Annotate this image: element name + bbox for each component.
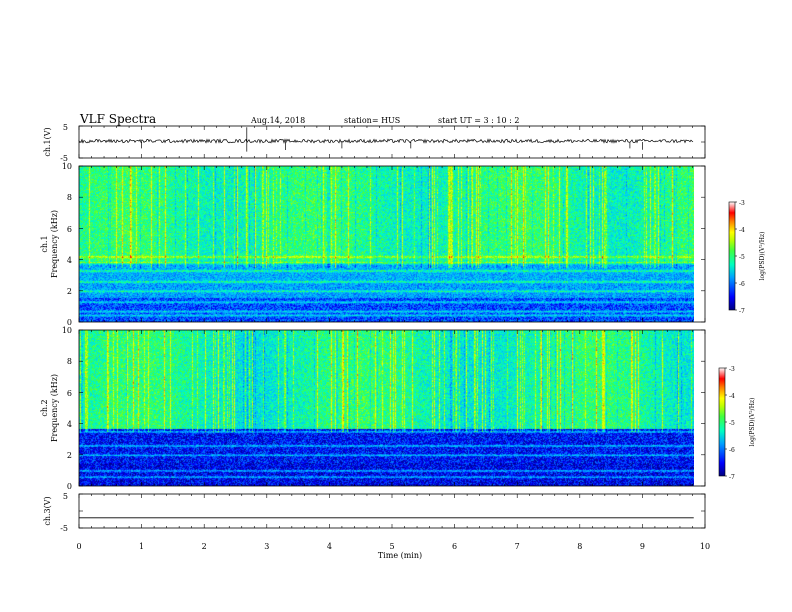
xtick-3: 3	[264, 542, 269, 551]
ch1-cbar-tick-m3: -3	[739, 200, 745, 207]
ch1-waveform-ticks	[78, 125, 706, 159]
xtick-4: 4	[327, 542, 332, 551]
ch2-freq-tick-8: 8	[67, 357, 72, 366]
ch1-spectrogram-ylabel-line2: Frequency (kHz)	[50, 210, 59, 278]
xtick-7: 7	[515, 542, 520, 551]
ch1-cbar-tick-m7: -7	[739, 308, 745, 315]
time-axis-tick-labels: 0 1 2 3 4 5 6 7 8 9 10	[76, 542, 710, 551]
ch1-cbar-tick-m5: -5	[739, 254, 745, 261]
ch1-spectrogram-panel: 0 2 4 6 8 10 ch.1 Frequency (kHz)	[40, 162, 706, 327]
ch1-freq-tick-8: 8	[67, 193, 72, 202]
ch1-cbar-tick-m4: -4	[739, 227, 745, 234]
ch1-ytick-bottom: -5	[60, 154, 68, 163]
ch2-colorbar: -3 -4 -5 -6 -7 log(PSD)(V²/Hz)	[718, 366, 756, 481]
ch2-colorbar-gradient	[718, 367, 726, 477]
ch3-ylabel: ch.3(V)	[43, 496, 52, 525]
ch1-waveform-panel: 5 -5 ch.1(V)	[43, 123, 706, 163]
ch2-spectrogram-ylabel-line1: ch.2	[40, 399, 49, 416]
ch1-freq-tick-10: 10	[62, 162, 72, 171]
ch2-cbar-tick-m5: -5	[729, 420, 735, 427]
ch3-waveform-frame	[78, 493, 706, 529]
ch1-waveform-frame	[78, 125, 706, 159]
ch2-spectrogram-panel: 0 2 4 6 8 10 ch.2 Frequency (kHz)	[40, 326, 706, 491]
xtick-9: 9	[640, 542, 645, 551]
ch1-spectrogram-ylabel-line1: ch.1	[40, 235, 49, 252]
ch2-spectrogram-ylabel-line2: Frequency (kHz)	[50, 374, 59, 442]
ch1-colorbar-gradient	[728, 201, 736, 311]
xtick-10: 10	[700, 542, 710, 551]
spec2-pixels	[79, 330, 694, 486]
ch2-freq-tick-4: 4	[67, 420, 72, 429]
xtick-0: 0	[76, 542, 81, 551]
ch2-spectrogram-ticks	[78, 329, 706, 487]
ch3-waveform-panel: 5 -5 ch.3(V)	[43, 492, 706, 533]
ch2-freq-tick-10: 10	[62, 326, 72, 335]
ch2-cbar-tick-m7: -7	[729, 474, 735, 481]
ch1-freq-tick-0: 0	[67, 318, 72, 327]
ch1-ylabel: ch.1(V)	[43, 127, 52, 156]
ch2-cbar-tick-m4: -4	[729, 393, 735, 400]
xtick-1: 1	[139, 542, 144, 551]
xtick-5: 5	[389, 542, 394, 551]
ch2-colorbar-label: log(PSD)(V²/Hz)	[749, 398, 756, 447]
ch2-spectrogram-image	[79, 330, 694, 486]
xtick-6: 6	[452, 542, 457, 551]
date-label: Aug.14, 2018	[250, 116, 305, 125]
ch1-spectrogram-image	[79, 166, 694, 322]
ch3-ytick-bottom: -5	[60, 524, 68, 533]
ch1-freq-tick-2: 2	[67, 287, 72, 296]
ch1-spectrogram-ticks	[78, 165, 706, 323]
xtick-2: 2	[202, 542, 207, 551]
chart-title: VLF Spectra	[79, 112, 156, 126]
xtick-8: 8	[577, 542, 582, 551]
ch2-freq-tick-6: 6	[67, 389, 72, 398]
ch3-waveform-ticks	[78, 493, 706, 529]
ch1-colorbar: -3 -4 -5 -6 -7 log(PSD)(V²/Hz)	[728, 200, 766, 315]
start-time-label: start UT = 3 : 10 : 2	[438, 116, 519, 125]
ch1-freq-tick-4: 4	[67, 256, 72, 265]
ch1-waveform-line	[78, 127, 694, 152]
ch1-colorbar-label: log(PSD)(V²/Hz)	[759, 232, 766, 281]
ch2-freq-tick-2: 2	[67, 451, 72, 460]
ch3-ytick-top: 5	[63, 492, 68, 501]
ch1-cbar-tick-m6: -6	[739, 281, 745, 288]
ch2-freq-tick-0: 0	[67, 482, 72, 491]
ch1-freq-tick-6: 6	[67, 225, 72, 234]
ch2-colorbar-ticks	[725, 367, 727, 477]
spec1-pixels	[79, 166, 694, 322]
ch1-colorbar-ticks	[735, 201, 737, 311]
station-label: station= HUS	[344, 116, 400, 125]
x-axis-label: Time (min)	[378, 551, 422, 560]
ch2-cbar-tick-m3: -3	[729, 366, 735, 373]
ch1-ytick-top: 5	[63, 123, 68, 132]
ch2-cbar-tick-m6: -6	[729, 447, 735, 454]
